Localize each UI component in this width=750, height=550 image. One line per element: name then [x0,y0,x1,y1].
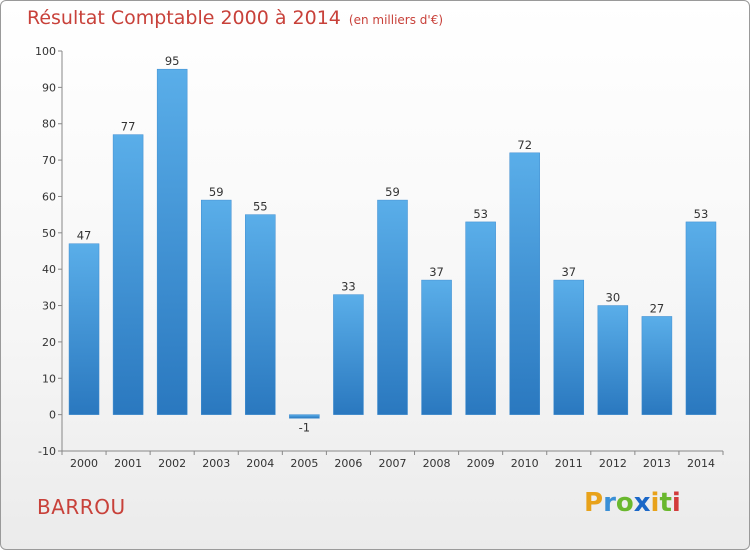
y-tick-label: 60 [42,190,56,203]
logo-letter: i [650,488,660,518]
data-label: 95 [165,54,180,68]
bar [685,221,717,415]
y-tick-label: 100 [35,45,56,58]
x-tick-label: 2007 [379,457,407,470]
logo-letter: P [584,488,604,518]
y-tick-label: 10 [42,372,56,385]
x-tick-label: 2006 [334,457,362,470]
data-label: 77 [121,120,136,134]
data-label: -1 [299,420,310,434]
y-tick-label: 70 [42,154,56,167]
x-tick-label: 2002 [158,457,186,470]
bar [200,199,232,415]
logo-letter: r [603,488,616,518]
bar [333,294,364,415]
x-tick-label: 2012 [599,457,627,470]
logo-letter: i [671,488,681,518]
x-tick-label: 2004 [246,457,274,470]
bar [553,279,585,415]
y-tick-label: 50 [42,227,56,240]
bar [377,199,408,415]
x-tick-label: 2011 [555,457,583,470]
y-tick-label: 40 [42,263,56,276]
data-label: 47 [77,229,92,243]
bar [421,279,452,415]
y-tick-label: 20 [42,336,56,349]
data-label: 30 [606,291,621,305]
chart-header: Résultat Comptable 2000 à 2014 (en millie… [27,7,443,29]
x-tick-label: 2013 [643,457,671,470]
bars [68,68,717,419]
data-label: 55 [253,200,268,214]
logo-letter: t [659,488,672,518]
logo-letter: o [615,488,634,518]
data-label: 37 [429,265,444,279]
bar [465,221,496,415]
x-tick-label: 2003 [202,457,230,470]
data-label: 37 [561,265,576,279]
x-tick-label: 2009 [467,457,495,470]
axes: -10 0 10 20 30 40 50 60 70 80 90 100 2000 2001 2002 200… [35,45,724,470]
data-label: 53 [473,207,488,221]
data-label: 33 [341,280,356,294]
bar [68,243,100,415]
y-tick-label: -10 [38,445,56,458]
y-tick-label: 90 [42,81,56,94]
bar [289,414,320,419]
logo-letter: x [633,488,651,518]
x-tick-label: 2014 [687,457,715,470]
bar [597,305,629,415]
x-tick-label: 2005 [290,457,318,470]
chart-subtitle: (en milliers d'€) [348,13,444,27]
x-tick-label: 2001 [114,457,142,470]
y-tick-label: 0 [49,409,56,422]
data-label: 72 [517,138,532,152]
bar [509,152,540,415]
x-tick-label: 2008 [423,457,451,470]
bar [156,68,188,415]
commune-name: BARROU [37,495,126,519]
x-tick-label: 2010 [511,457,539,470]
bar [245,214,276,415]
data-labels: 47 77 95 59 55 -1 33 59 37 53 72 37 30 27 53 [77,54,709,434]
data-label: 27 [650,301,665,315]
y-tick-label: 30 [42,300,56,313]
data-label: 59 [209,185,224,199]
proxiti-logo[interactable]: Proxiti [584,488,681,518]
data-label: 59 [385,185,400,199]
bar [641,316,673,415]
data-label: 53 [694,207,709,221]
y-tick-label: 80 [42,118,56,131]
x-tick-label: 2000 [70,457,98,470]
chart-title: Résultat Comptable 2000 à 2014 [27,7,341,29]
bar [112,134,144,415]
